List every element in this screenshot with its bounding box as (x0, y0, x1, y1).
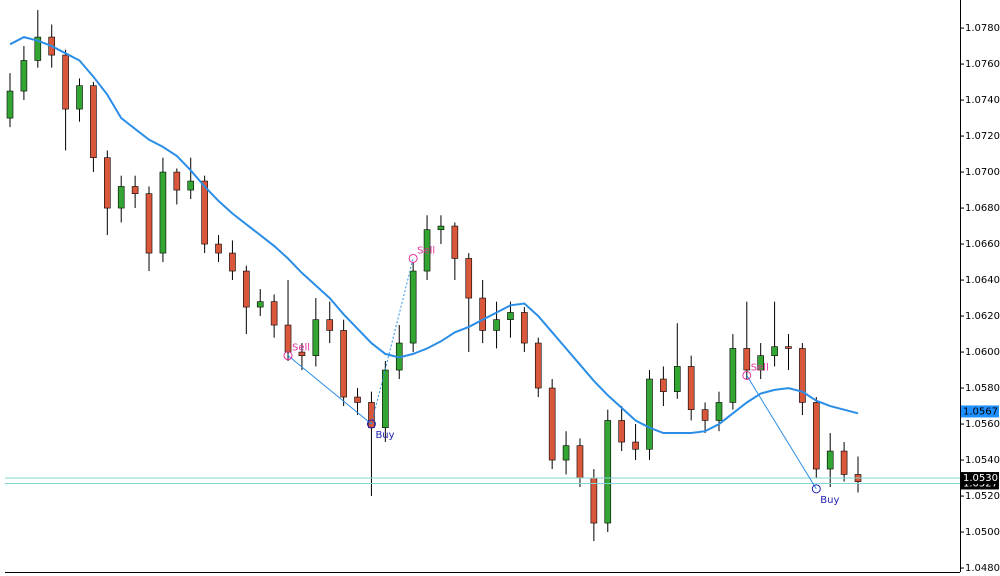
candle-body (340, 330, 347, 398)
candle-body (465, 258, 473, 299)
y-tick-label: 1.0780 (965, 23, 1000, 34)
candle-body (521, 312, 528, 344)
candle-body (62, 54, 69, 110)
candle-body (90, 85, 97, 158)
signal-marker (283, 351, 293, 361)
y-tick-label: 1.0620 (965, 311, 1000, 322)
candle-body (243, 270, 250, 308)
candle-body (840, 450, 848, 475)
candle-body (145, 193, 153, 254)
signal-marker (811, 484, 821, 494)
signal-marker (742, 370, 752, 380)
candle-body (437, 225, 445, 230)
signal-label: Buy (375, 430, 394, 441)
y-tick-label: 1.0760 (965, 59, 1000, 70)
candle-body (20, 60, 28, 92)
candle-body (451, 225, 459, 259)
candle-body (812, 402, 820, 470)
signal-label: Buy (820, 495, 839, 506)
y-tick-label: 1.0520 (965, 491, 1000, 502)
candle-body (409, 270, 417, 344)
candle-body (131, 186, 139, 194)
y-tick-label: 1.0680 (965, 203, 1000, 214)
candle-body (826, 450, 834, 470)
signal-marker (408, 253, 418, 263)
candle-body (298, 351, 306, 356)
candle-body (562, 445, 570, 461)
y-tick-label: 1.0560 (965, 419, 1000, 430)
candle-body (104, 157, 111, 209)
y-tick-label: 1.0600 (965, 347, 1000, 358)
price-label-box (961, 472, 999, 485)
signal-connector (370, 258, 414, 425)
candle-body (6, 90, 14, 119)
candle-body (687, 366, 695, 410)
candle-body (215, 243, 222, 254)
candle-body (117, 186, 125, 209)
candle-body (618, 420, 625, 443)
price-label: 1.0530 (963, 473, 998, 484)
current-ma-box (961, 405, 999, 418)
candle-body (326, 319, 334, 331)
candle-body (646, 378, 653, 450)
signal-label: Sell (751, 362, 769, 373)
candle-body (229, 252, 236, 272)
candle-body (715, 402, 723, 421)
candle-body (423, 229, 431, 272)
candle-body (270, 301, 278, 326)
candle-body (632, 441, 639, 450)
candle-body (187, 180, 195, 191)
signal-label: Sell (292, 343, 310, 354)
y-tick-label: 1.0720 (965, 131, 1000, 142)
candle-body (534, 342, 542, 389)
candle-body (729, 348, 737, 403)
current-ma-label: 1.0567 (963, 406, 998, 417)
y-tick-label: 1.0500 (965, 527, 1000, 538)
signal-connector (746, 375, 817, 490)
candle-body (479, 297, 486, 331)
candle-body (604, 420, 612, 524)
candle-body (354, 396, 361, 403)
y-tick-label: 1.0700 (965, 167, 1000, 178)
candle-body (701, 409, 709, 421)
candle-body (34, 36, 42, 61)
candle-body (799, 348, 806, 403)
y-tick-label: 1.0480 (965, 563, 1000, 574)
signal-label: Sell (417, 245, 435, 256)
candle-body (660, 378, 667, 392)
candle-body (576, 445, 584, 479)
y-tick-label: 1.0580 (965, 383, 1000, 394)
candle-body (771, 346, 778, 356)
moving-average (9, 36, 859, 434)
candle-body (76, 85, 83, 110)
candle-body (312, 319, 320, 356)
y-tick-label: 1.0640 (965, 275, 1000, 286)
signal-marker (366, 419, 376, 429)
candle-body (548, 387, 556, 461)
signal-connector (287, 355, 372, 425)
candle-body (507, 312, 514, 320)
y-tick-label: 1.0540 (965, 455, 1000, 466)
candle-body (743, 348, 751, 371)
candle-body (284, 324, 292, 353)
candle-body (493, 319, 500, 331)
candle-body (785, 346, 792, 349)
candle-body (159, 171, 167, 254)
y-tick-label: 1.0660 (965, 239, 1000, 250)
y-tick-label: 1.0740 (965, 95, 1000, 106)
candle-body (590, 477, 598, 524)
candle-body (382, 369, 389, 428)
candle-body (256, 301, 264, 308)
candle-body (673, 366, 681, 392)
candle-body (757, 355, 764, 371)
candle-body (201, 180, 208, 245)
candle-body (173, 171, 181, 191)
